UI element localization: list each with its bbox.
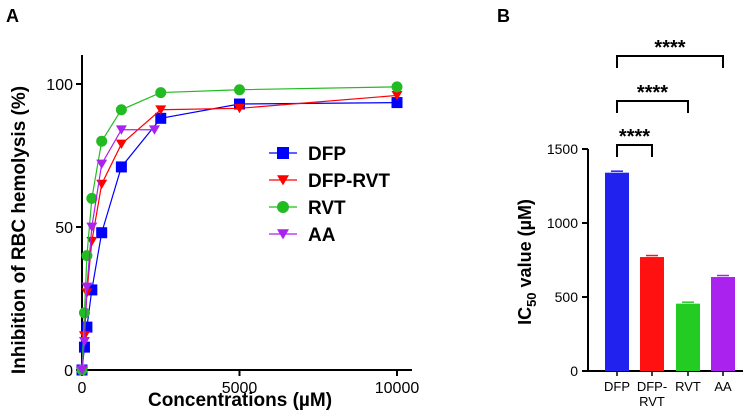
bar: [605, 172, 629, 371]
data-point: [81, 282, 93, 293]
b-x-tick-label: DFP-: [637, 379, 667, 394]
b-y-axis-label: IC50 value (µM): [515, 199, 539, 325]
a-y-tick-label: 50: [55, 220, 73, 237]
b-y-axis-label-sub: 50: [524, 292, 539, 306]
a-x-tick-label: 10000: [375, 380, 420, 397]
bar: [711, 277, 735, 371]
series-aa: [76, 125, 160, 375]
data-point: [86, 192, 98, 204]
data-point: [115, 104, 127, 116]
bracket-line: [616, 144, 653, 157]
legend-label: DFP: [308, 144, 346, 165]
series-rvt: [76, 81, 403, 376]
series-line: [81, 94, 398, 371]
bracket-line: [616, 100, 689, 113]
data-point: [78, 307, 90, 319]
series-line: [81, 101, 398, 371]
data-point: [234, 84, 245, 96]
b-y-tick-label: 1000: [547, 215, 578, 231]
legend-label: RVT: [308, 198, 346, 219]
bar-dfp: DFP: [604, 170, 630, 394]
data-point: [391, 81, 403, 93]
legend-item-aa: AA: [269, 225, 336, 246]
a-y-axis-label: Inhibition of RBC hemolysis (%): [9, 86, 30, 374]
a-x-axis-label: Concentrations (µM): [148, 390, 332, 411]
data-point: [76, 365, 88, 375]
data-point: [115, 161, 127, 173]
data-point: [78, 337, 90, 347]
data-point: [155, 105, 167, 115]
data-point: [96, 227, 108, 239]
b-x-tick-label: DFP: [604, 379, 630, 394]
data-point: [148, 125, 160, 135]
panel-b-label: B: [497, 6, 510, 26]
significance-label: ****: [654, 37, 685, 59]
data-point: [81, 321, 93, 333]
legend-marker: [277, 175, 289, 186]
data-point: [86, 236, 98, 247]
panel-a: A 0 50 100 0 5000 10000 Concentrations (µM) Inh…: [6, 6, 419, 411]
bar-rvt: RVT: [675, 301, 701, 394]
b-y-axis-label-main: IC: [515, 307, 535, 325]
data-point: [391, 97, 403, 109]
bracket-line: [616, 55, 724, 68]
bar-dfp-rvt: DFP-RVT: [637, 254, 667, 409]
legend-marker: [277, 147, 289, 159]
legend-label: AA: [308, 225, 336, 246]
a-x-tick-label: 0: [78, 380, 87, 397]
b-x-tick-label: RVT: [639, 394, 665, 409]
bar-aa: AA: [711, 274, 735, 394]
significance-label: ****: [637, 82, 668, 104]
data-point: [96, 159, 108, 170]
b-y-axis-label-rest: value (µM): [515, 199, 535, 292]
b-x-tick-label: AA: [714, 379, 732, 394]
significance-bracket: ****: [616, 126, 653, 157]
b-y-tick-label: 0: [570, 363, 578, 379]
b-x-tick-label: RVT: [675, 379, 701, 394]
legend-item-dfp: DFP: [269, 144, 346, 165]
data-point: [155, 87, 167, 99]
a-x-tick-label: 5000: [222, 380, 258, 397]
data-point: [391, 91, 403, 101]
a-y-tick-label: 100: [46, 77, 73, 94]
legend-item-rvt: RVT: [269, 198, 346, 219]
legend-label: DFP-RVT: [308, 171, 390, 192]
data-point: [115, 139, 127, 150]
data-point: [86, 284, 98, 296]
b-y-tick-label: 500: [555, 289, 579, 305]
legend-marker: [277, 201, 289, 213]
panel-a-label: A: [6, 6, 19, 26]
series-dfp: [76, 97, 403, 376]
data-point: [81, 250, 93, 262]
bar: [676, 303, 700, 371]
bar: [640, 257, 664, 371]
a-y-tick-label: 0: [64, 363, 73, 380]
data-point: [86, 222, 98, 232]
data-point: [234, 103, 245, 114]
legend-item-dfp-rvt: DFP-RVT: [269, 171, 390, 192]
series-dfp-rvt: [76, 91, 403, 375]
significance-bracket: ****: [616, 82, 689, 113]
b-y-tick-label: 1500: [547, 141, 578, 157]
data-point: [115, 125, 127, 135]
data-point: [96, 135, 108, 147]
significance-bracket: ****: [616, 37, 724, 68]
data-point: [155, 112, 167, 124]
legend-marker: [277, 229, 289, 240]
significance-label: ****: [619, 126, 650, 148]
